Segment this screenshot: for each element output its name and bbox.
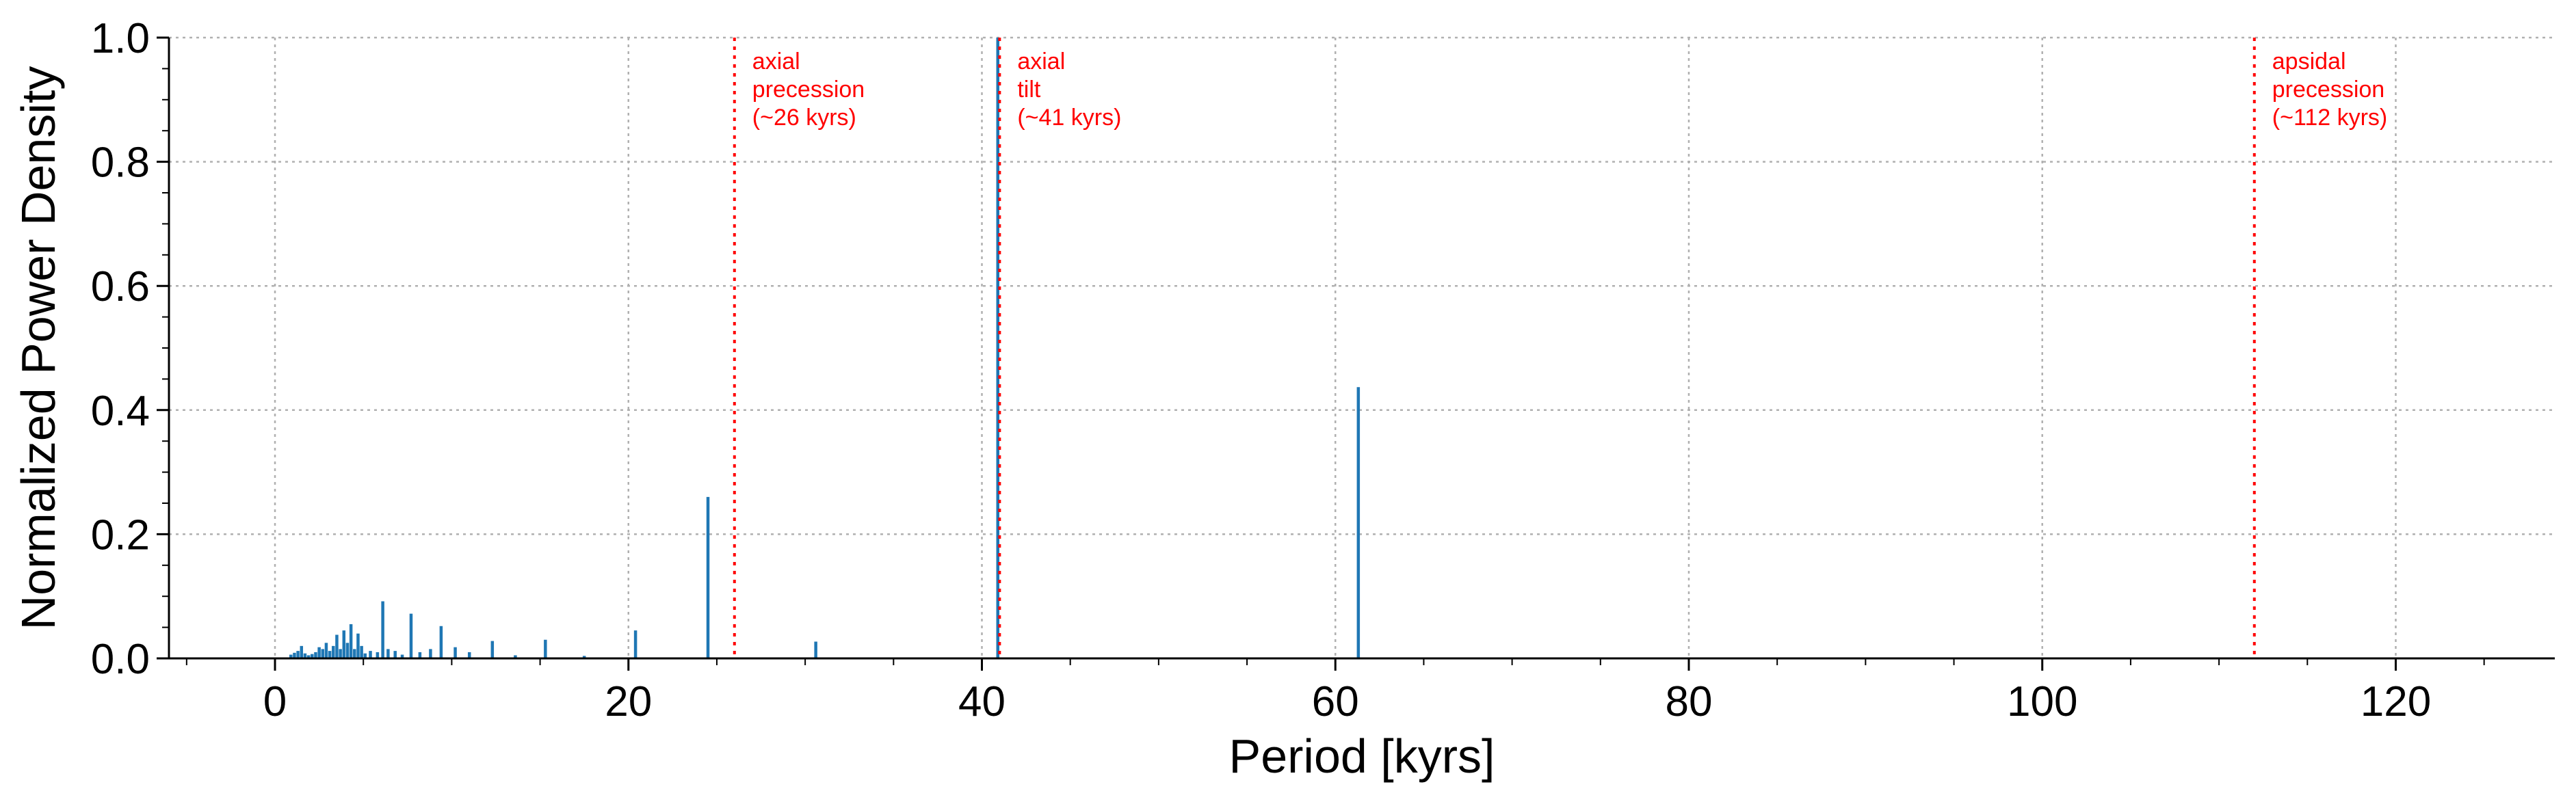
y-tick-label: 0.8: [91, 139, 150, 187]
annotation-line: precession: [752, 77, 865, 103]
y-tick-label: 0.0: [91, 636, 150, 683]
x-axis-title: Period [kyrs]: [1229, 729, 1495, 783]
annotation-line: (~26 kyrs): [752, 105, 856, 131]
bars-layer: [289, 38, 1361, 658]
reference-annotation: axial precession (~26 kyrs): [752, 49, 865, 131]
y-tick-label: 1.0: [91, 15, 150, 62]
axes: [168, 38, 2555, 660]
annotation-line: axial: [1017, 49, 1065, 75]
x-tick-label: 80: [1666, 678, 1713, 725]
annotation-line: apsidal: [2272, 49, 2346, 75]
reference-annotation: apsidal precession (~112 kyrs): [2272, 49, 2387, 131]
annotation-line: (~41 kyrs): [1017, 105, 1121, 131]
x-tick-label: 100: [2007, 678, 2077, 725]
annotation-line: axial: [752, 49, 800, 75]
y-tick-label: 0.2: [91, 511, 150, 559]
y-axis-title: Normalized Power Density: [12, 66, 65, 630]
x-tick-label: 0: [263, 678, 287, 725]
y-tick-label: 0.6: [91, 263, 150, 310]
ticks: 0 20 40 60 80 100 120 0.0 0.2 0.4 0.6 0.8 1.0: [91, 15, 2485, 725]
annotation-line: tilt: [1017, 77, 1041, 103]
y-tick-label: 0.4: [91, 388, 150, 435]
x-tick-label: 60: [1312, 678, 1359, 725]
annotation-line: (~112 kyrs): [2272, 105, 2387, 131]
x-tick-label: 40: [958, 678, 1006, 725]
reference-annotation: axial tilt (~41 kyrs): [1017, 49, 1121, 131]
reference-lines: axial precession (~26 kyrs)axial tilt (~41 k…: [733, 38, 2387, 658]
annotation-line: precession: [2272, 77, 2384, 103]
grid-layer: [169, 36, 2555, 658]
x-tick-label: 120: [2361, 678, 2431, 725]
x-tick-label: 20: [605, 678, 652, 725]
